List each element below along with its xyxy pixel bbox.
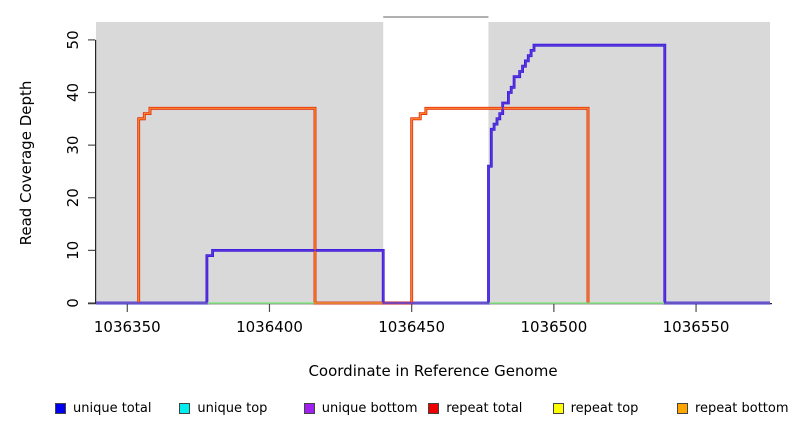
x-tick-label: 1036400 [236, 318, 303, 336]
legend: unique total unique top unique bottom repea… [0, 399, 792, 419]
y-tick-label: 40 [64, 83, 82, 102]
legend-swatch-icon [552, 402, 564, 414]
legend-swatch-icon [303, 402, 315, 414]
legend-item-repeat-total: repeat total [428, 399, 522, 417]
x-tick-label: 1036550 [663, 318, 730, 336]
legend-item-repeat-top: repeat top [552, 399, 639, 417]
legend-label: repeat bottom [695, 400, 789, 416]
legend-label: repeat top [570, 400, 639, 416]
legend-swatch-icon [55, 402, 66, 414]
x-tick-label: 1036350 [94, 318, 161, 336]
y-tick-label: 20 [64, 188, 82, 207]
legend-swatch-icon [677, 402, 688, 414]
y-axis-title: Read Coverage Depth [17, 80, 35, 246]
x-tick-label: 1036500 [520, 318, 587, 336]
x-tick-label: 1036450 [378, 318, 445, 336]
y-tick-label: 50 [64, 30, 82, 49]
legend-item-unique-top: unique top [179, 399, 267, 417]
series-unique-bottom [96, 44, 770, 304]
series-repeat-bottom [137, 107, 589, 304]
legend-swatch-icon [179, 402, 191, 414]
legend-label: unique total [73, 400, 152, 416]
y-tick-label: 0 [64, 298, 82, 308]
legend-label: repeat total [446, 400, 523, 416]
y-tick-label: 10 [64, 241, 82, 260]
legend-item-repeat-bottom: repeat bottom [677, 399, 789, 417]
legend-item-unique-bottom: unique bottom [303, 399, 418, 417]
legend-swatch-icon [428, 402, 440, 414]
legend-label: unique top [197, 400, 268, 416]
highlight-region [383, 17, 489, 303]
x-axis-title: Coordinate in Reference Genome [308, 362, 558, 380]
legend-item-unique-total: unique total [55, 399, 151, 417]
y-tick-label: 30 [64, 136, 82, 155]
legend-label: unique bottom [321, 400, 418, 416]
